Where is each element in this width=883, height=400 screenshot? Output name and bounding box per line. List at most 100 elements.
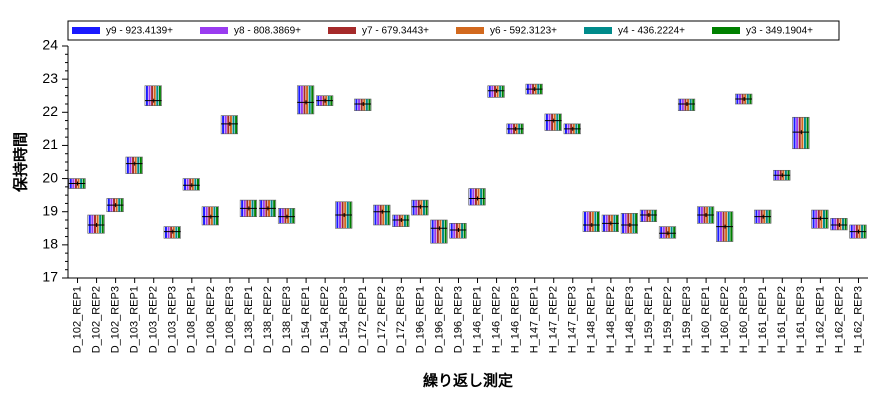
stripe: [670, 226, 673, 239]
legend-label: y4 - 436.2224+: [618, 26, 685, 37]
stripe: [101, 215, 104, 234]
x-tick-label: H_147_REP3: [567, 286, 579, 353]
stripe: [379, 205, 382, 225]
stripe: [624, 213, 627, 234]
x-tick-label: H_147_REP1: [529, 286, 541, 353]
stripe: [387, 205, 390, 225]
stripe: [384, 205, 387, 225]
stripe: [803, 117, 806, 149]
stripe: [643, 210, 646, 222]
stripe: [442, 220, 445, 244]
legend-label: y3 - 349.1904+: [746, 26, 813, 37]
stripe: [96, 215, 99, 234]
x-tick-label: D_138_REP1: [243, 286, 255, 353]
x-tick-label: H_162_REP3: [852, 286, 864, 353]
stripe: [151, 85, 154, 106]
stripe: [197, 178, 200, 191]
stripe: [137, 157, 140, 174]
stripe: [842, 218, 845, 230]
x-tick-label: D_103_REP1: [129, 286, 141, 353]
stripe: [194, 178, 197, 191]
stripe: [415, 200, 418, 216]
stripe: [692, 99, 695, 111]
stripe: [406, 215, 409, 227]
stripe: [798, 117, 801, 149]
stripe: [232, 115, 235, 134]
stripe: [167, 226, 170, 239]
stripe: [635, 213, 638, 234]
stripe: [556, 113, 559, 131]
x-tick-label: D_102_REP1: [71, 286, 83, 353]
stripe: [801, 117, 804, 149]
range-box: [639, 209, 658, 222]
stripe: [444, 220, 447, 244]
stripe: [499, 85, 502, 98]
x-tick-label: D_138_REP3: [281, 286, 293, 353]
stripe: [673, 226, 676, 239]
stripe: [284, 208, 287, 224]
y-tick-label: 17: [42, 269, 58, 285]
stripe: [396, 215, 399, 227]
stripe: [145, 85, 148, 106]
stripe: [480, 188, 483, 206]
stripe: [368, 99, 371, 111]
x-tick-label: H_159_REP3: [681, 286, 693, 353]
stripe: [651, 210, 654, 222]
x-tick-label: H_148_REP3: [624, 286, 636, 353]
stripe: [213, 206, 216, 225]
stripe: [403, 215, 406, 227]
stripe: [208, 206, 211, 225]
stripe: [597, 211, 600, 232]
stripe: [450, 223, 453, 239]
y-tick-label: 21: [42, 136, 58, 152]
x-tick-label: H_146_REP1: [471, 286, 483, 353]
legend-label: y8 - 808.3869+: [234, 26, 301, 37]
stripe: [91, 215, 94, 234]
stripe: [355, 99, 358, 111]
stripe: [281, 208, 284, 224]
stripe: [469, 188, 472, 206]
stripe: [648, 210, 651, 222]
range-box: [677, 98, 696, 111]
range-box: [125, 156, 143, 174]
stripe: [641, 210, 644, 222]
stripe: [439, 220, 442, 244]
stripe: [793, 117, 796, 149]
x-tick-label: H_148_REP2: [605, 286, 617, 353]
stripe: [825, 210, 828, 229]
stripe: [205, 206, 208, 225]
stripe: [660, 226, 663, 239]
stripe: [679, 99, 682, 111]
y-tick-label: 23: [42, 70, 58, 86]
stripe: [844, 218, 847, 230]
stripe: [134, 157, 137, 174]
range-box: [620, 213, 639, 234]
legend-box: [67, 20, 840, 41]
stripe: [126, 157, 129, 174]
stripe: [589, 211, 592, 232]
stripe: [820, 210, 823, 229]
range-box: [182, 178, 200, 191]
stripe: [431, 220, 434, 244]
stripe: [292, 208, 295, 224]
stripe: [93, 215, 96, 234]
stripe: [687, 99, 690, 111]
stripe: [831, 218, 834, 230]
stripe: [472, 188, 475, 206]
stripe: [453, 223, 456, 239]
y-tick-label: 20: [42, 169, 58, 185]
stripe: [227, 115, 230, 134]
stripe: [298, 85, 301, 114]
x-tick-label: H_161_REP1: [757, 286, 769, 353]
range-box: [430, 219, 448, 244]
stripe: [153, 85, 156, 106]
stripe: [584, 211, 587, 232]
stripe: [224, 115, 227, 134]
stripe: [382, 205, 385, 225]
stripe: [164, 226, 167, 239]
x-tick-label: D_196_REP3: [452, 286, 464, 353]
range-box: [830, 218, 848, 231]
x-tick-label: H_159_REP2: [662, 286, 674, 353]
range-box: [658, 226, 677, 239]
